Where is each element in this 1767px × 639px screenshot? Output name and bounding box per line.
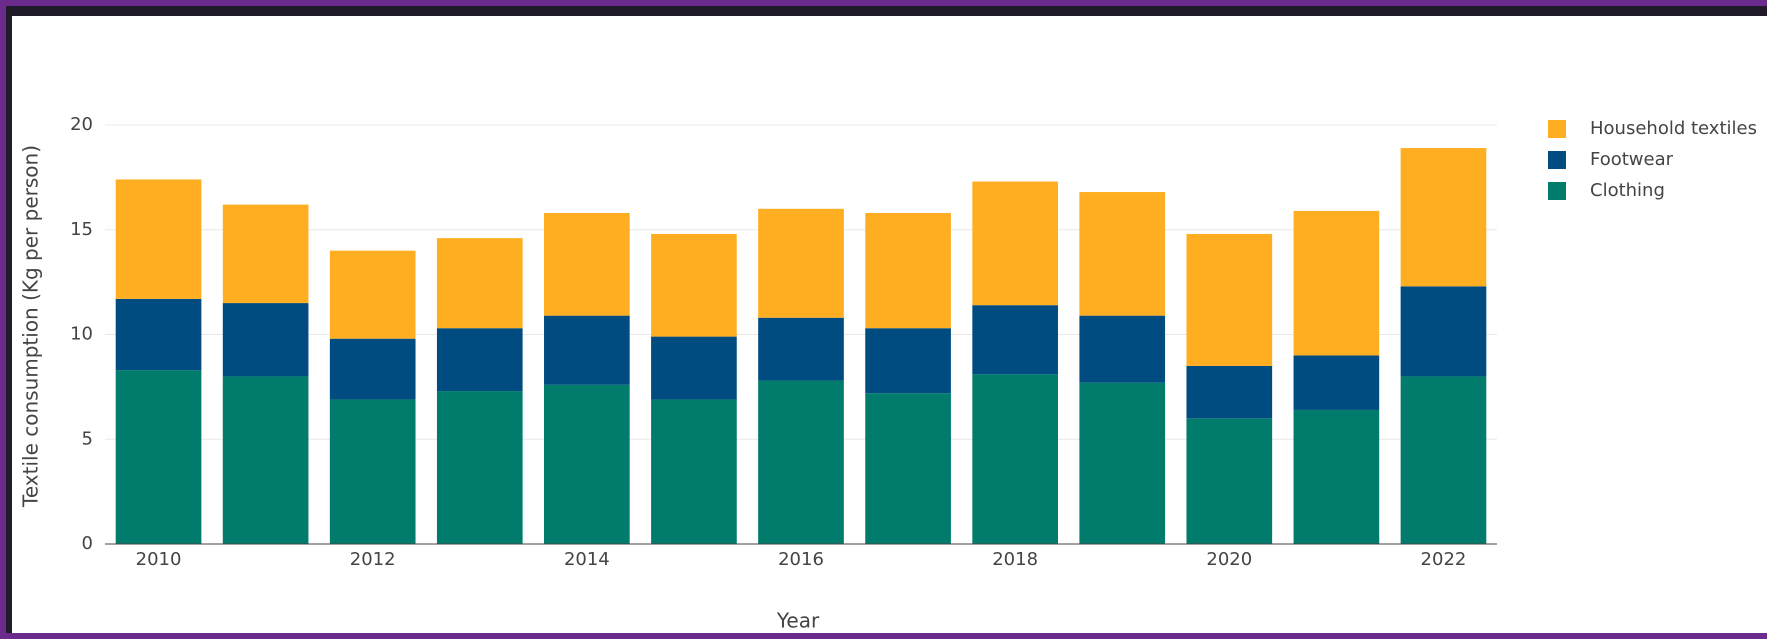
x-tick-label: 2018 bbox=[992, 549, 1038, 570]
bar-segment bbox=[865, 393, 951, 544]
bar-segment bbox=[1079, 192, 1166, 316]
legend-label: Footwear bbox=[1590, 149, 1674, 170]
bar-segment bbox=[115, 298, 202, 371]
x-tick-label: 2022 bbox=[1421, 549, 1467, 570]
bar-segment bbox=[1079, 315, 1166, 383]
bar-segment bbox=[972, 305, 1058, 375]
bar-segment bbox=[544, 315, 630, 385]
y-axis-label: Textile consumption (Kg per person) bbox=[19, 145, 43, 508]
bar-segment bbox=[544, 212, 630, 316]
bar-segment bbox=[758, 380, 844, 544]
bar-segment bbox=[1293, 355, 1380, 410]
bar-segment bbox=[1186, 365, 1273, 419]
bar-segment bbox=[1186, 418, 1273, 544]
bar-segment bbox=[115, 370, 202, 544]
legend-label: Clothing bbox=[1590, 180, 1665, 201]
bar-segment bbox=[972, 374, 1058, 544]
bar-segment bbox=[436, 391, 523, 544]
bar-segment bbox=[1293, 210, 1380, 356]
bar-segment bbox=[222, 376, 309, 544]
bar-segment bbox=[651, 233, 737, 337]
legend-swatch bbox=[1548, 120, 1566, 138]
bar-segment bbox=[329, 250, 416, 339]
bar-segment bbox=[1186, 233, 1273, 366]
y-tick-label: 0 bbox=[82, 533, 93, 554]
bar-segment bbox=[1400, 376, 1487, 544]
bar-segment bbox=[544, 384, 630, 544]
x-axis-label: Year bbox=[776, 609, 820, 633]
bar-segment bbox=[865, 328, 951, 394]
bar-segment bbox=[329, 399, 416, 544]
y-tick-label: 20 bbox=[70, 114, 93, 135]
y-tick-label: 10 bbox=[70, 324, 93, 345]
bar-segment bbox=[115, 179, 202, 299]
y-tick-label: 5 bbox=[82, 428, 93, 449]
bar-segment bbox=[758, 317, 844, 381]
x-tick-label: 2016 bbox=[778, 549, 824, 570]
bar-segment bbox=[1400, 286, 1487, 377]
x-tick-label: 2020 bbox=[1206, 549, 1252, 570]
bar-segment bbox=[651, 399, 737, 544]
bar-segment bbox=[222, 303, 309, 377]
bar-segment bbox=[651, 336, 737, 400]
bar-segment bbox=[436, 238, 523, 329]
bar-segment bbox=[1293, 409, 1380, 544]
bar-segment bbox=[222, 204, 309, 304]
bar-segment bbox=[1400, 148, 1487, 287]
bar-segment bbox=[865, 212, 951, 329]
y-tick-label: 15 bbox=[70, 219, 93, 240]
bar-segment bbox=[329, 338, 416, 400]
x-tick-label: 2012 bbox=[350, 549, 396, 570]
legend-swatch bbox=[1548, 182, 1566, 200]
x-tick-label: 2014 bbox=[564, 549, 610, 570]
bar-segment bbox=[1079, 382, 1166, 544]
legend-label: Household textiles bbox=[1590, 118, 1757, 139]
bar-segment bbox=[758, 208, 844, 318]
x-tick-label: 2010 bbox=[136, 549, 182, 570]
bar-segment bbox=[436, 328, 523, 392]
bar-segment bbox=[972, 181, 1058, 306]
legend-swatch bbox=[1548, 151, 1566, 169]
